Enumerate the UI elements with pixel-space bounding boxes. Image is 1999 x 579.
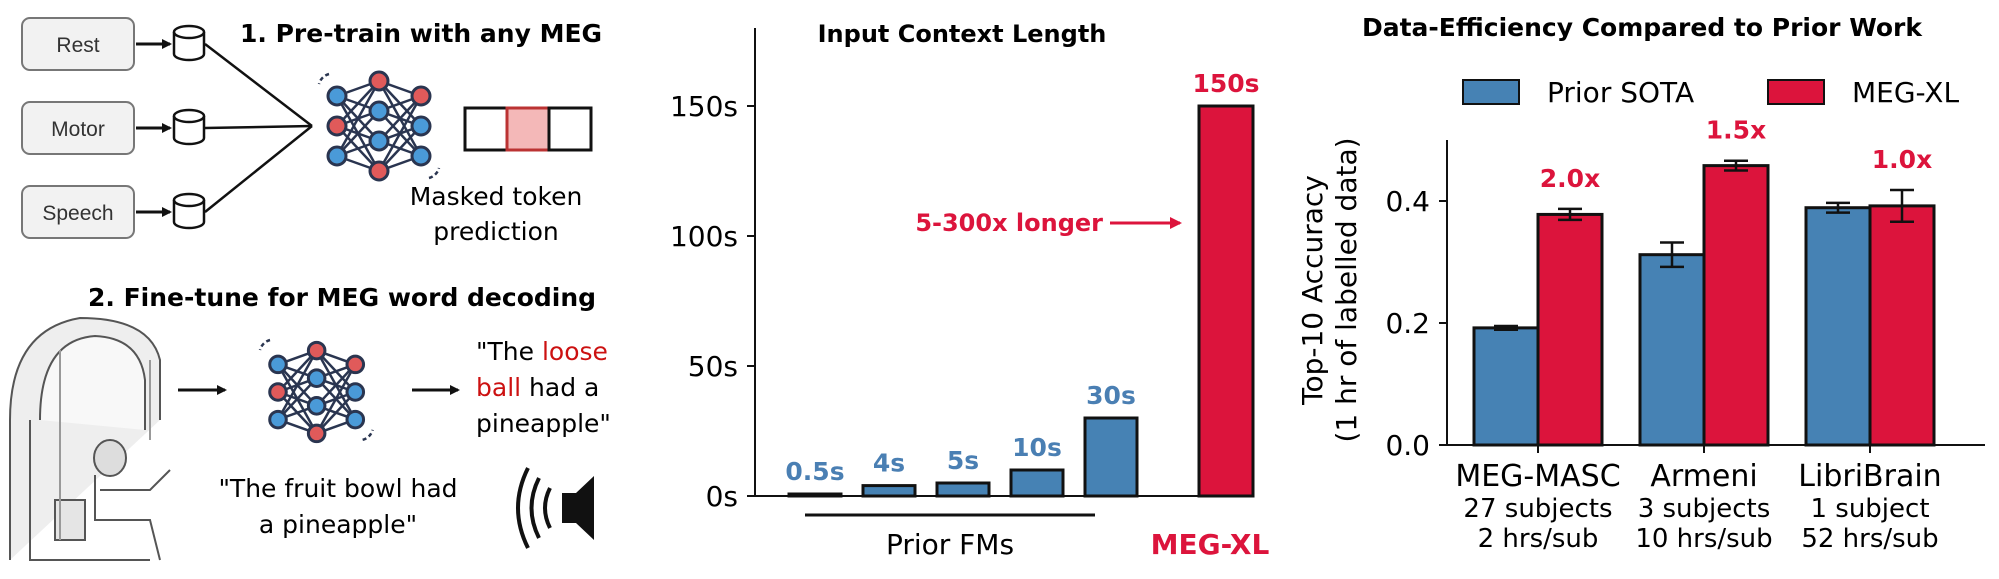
input-label-rest: Rest	[56, 34, 99, 57]
x-tick-sublabel: 3 subjects	[1638, 494, 1771, 524]
y-tick-label: 0.4	[1385, 185, 1430, 218]
stimulus-line1: "The fruit bowl had	[218, 474, 457, 503]
input-box-speech: Speech	[21, 185, 135, 239]
nn-node	[306, 396, 327, 416]
stimulus-line2: a pineapple"	[259, 510, 417, 539]
nn-node	[268, 354, 288, 375]
nn-node	[345, 409, 366, 430]
bar-value-label: 30s	[1086, 381, 1136, 410]
database-icon	[172, 192, 206, 230]
annotation-text: 5-300x longer	[915, 209, 1103, 237]
nn-node	[368, 100, 390, 122]
legend-label-prior-sota: Prior SOTA	[1547, 76, 1694, 109]
bar	[861, 484, 917, 498]
x-tick-sublabel: 27 subjects	[1463, 494, 1612, 524]
nn-node	[368, 130, 390, 152]
bar-value-label: 5s	[947, 446, 979, 475]
y-tick-label: 50s	[688, 350, 738, 383]
ratio-label: 1.5x	[1706, 116, 1766, 145]
legend-label-meg-xl: MEG-XL	[1852, 76, 1959, 109]
bar	[1009, 468, 1065, 498]
step2-title: 2. Fine-tune for MEG word decoding	[88, 283, 596, 312]
y-tick-label: 0.2	[1385, 307, 1430, 340]
bar-value-label: 10s	[1012, 433, 1062, 462]
x-tick-label: MEG-MASC	[1455, 459, 1620, 494]
group-label-prior-fms: Prior FMs	[886, 528, 1014, 561]
neural-network-icon	[317, 70, 441, 182]
output-line1: "The loose	[476, 337, 608, 366]
database-icon	[172, 24, 206, 62]
masked-caption-line1: Masked token	[410, 182, 583, 211]
y-tick-label: 150s	[670, 90, 738, 123]
bar	[1804, 206, 1872, 447]
nn-node	[410, 115, 432, 137]
nn-node	[326, 145, 348, 167]
nn-node	[306, 340, 327, 361]
x-tick-sublabel: 1 subject	[1810, 494, 1929, 524]
database-icon	[172, 108, 206, 146]
input-box-motor: Motor	[21, 101, 135, 155]
bar	[1536, 212, 1604, 447]
nn-node	[368, 160, 390, 182]
nn-node	[306, 423, 327, 444]
y-tick-label: 0s	[706, 480, 738, 513]
bar	[1638, 253, 1706, 447]
chart-title: Data-Efficiency Compared to Prior Work	[1362, 13, 1923, 42]
x-tick-sublabel: 52 hrs/sub	[1801, 524, 1938, 554]
nn-node	[368, 70, 390, 92]
bar-value-label: 150s	[1192, 69, 1259, 98]
group-label-meg-xl: MEG-XL	[1151, 528, 1270, 561]
bar	[1868, 204, 1936, 447]
x-tick-sublabel: 2 hrs/sub	[1478, 524, 1599, 554]
method-panel: 1. Pre-train with any MEG Rest Motor Spe…	[9, 17, 611, 561]
y-tick-label: 100s	[670, 220, 738, 253]
nn-node	[326, 115, 348, 137]
step1-title: 1. Pre-train with any MEG	[240, 19, 602, 48]
nn-node	[410, 85, 432, 107]
data-efficiency-chart: Data-Efficiency Compared to Prior Work P…	[1296, 13, 1985, 554]
masked-caption-line2: prediction	[433, 217, 558, 246]
legend: Prior SOTA MEG-XL	[1462, 76, 1959, 109]
legend-swatch-prior-sota	[1462, 79, 1520, 105]
input-box-rest: Rest	[21, 17, 135, 71]
y-axis-label-line1: Top-10 Accuracy	[1296, 175, 1329, 406]
nn-node	[306, 368, 327, 388]
bar-value-label: 4s	[873, 449, 905, 478]
output-line2: ball had a	[476, 373, 599, 402]
bar-value-label: 0.5s	[785, 457, 844, 486]
output-line3: pineapple"	[476, 409, 611, 438]
nn-node	[326, 85, 348, 107]
bar	[935, 481, 991, 498]
bar	[1083, 416, 1139, 498]
neural-network-icon	[258, 338, 374, 444]
nn-node	[345, 382, 366, 402]
x-tick-label: Armeni	[1650, 459, 1757, 494]
meg-scanner-icon	[9, 316, 171, 561]
ratio-label: 2.0x	[1540, 164, 1600, 193]
nn-node	[268, 382, 288, 402]
bar	[1472, 326, 1540, 447]
context-length-chart: Input Context Length 0s 50s 100s 150s 0.5s 4…	[670, 20, 1270, 561]
input-label-motor: Motor	[51, 118, 105, 141]
bar	[1197, 104, 1255, 498]
legend-swatch-meg-xl	[1767, 79, 1825, 105]
nn-node	[268, 409, 288, 430]
x-tick-label: LibriBrain	[1798, 459, 1941, 494]
bar	[787, 492, 843, 498]
converge-lines	[204, 43, 313, 213]
speaker-icon	[516, 467, 594, 549]
ratio-label: 1.0x	[1872, 145, 1932, 174]
y-axis-label-line2: (1 hr of labelled data)	[1330, 137, 1363, 442]
chart-title: Input Context Length	[818, 20, 1107, 48]
nn-node	[410, 145, 432, 167]
nn-node	[345, 354, 366, 375]
bar	[1702, 164, 1770, 447]
x-tick-sublabel: 10 hrs/sub	[1635, 524, 1772, 554]
masked-token-sequence	[463, 106, 593, 152]
y-tick-label: 0.0	[1385, 429, 1430, 462]
input-label-speech: Speech	[42, 202, 113, 225]
